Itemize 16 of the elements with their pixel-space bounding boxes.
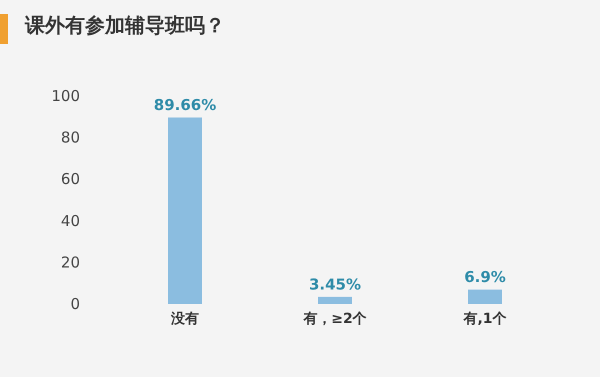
bar — [318, 296, 352, 304]
x-tick-label: 有，≥2个 — [302, 311, 368, 327]
bar — [468, 290, 502, 304]
x-tick-label: 没有 — [170, 311, 199, 327]
y-tick-label: 60 — [60, 170, 80, 188]
chart-title: 课外有参加辅导班吗？ — [24, 13, 225, 37]
y-tick-label: 20 — [60, 253, 80, 272]
bar — [168, 118, 202, 304]
y-tick-label: 80 — [60, 128, 80, 147]
x-tick-label: 有,1个 — [462, 311, 508, 327]
data-label: 89.66% — [154, 96, 216, 114]
data-label: 3.45% — [308, 275, 362, 294]
y-tick-label: 0 — [70, 295, 80, 313]
y-tick-label: 40 — [60, 212, 80, 230]
data-label: 6.9% — [464, 268, 506, 286]
y-tick-label: 100 — [51, 87, 80, 105]
